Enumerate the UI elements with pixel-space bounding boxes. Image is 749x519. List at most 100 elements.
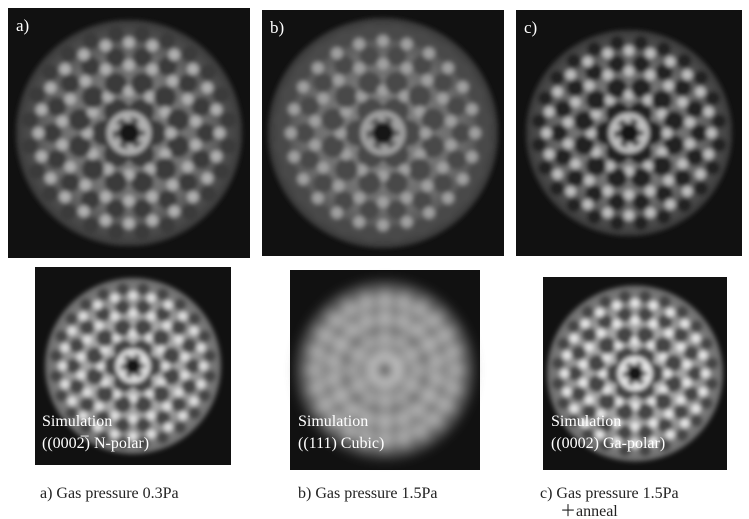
dark-spot [96,385,114,403]
dark-spot [638,307,653,322]
dark-spot [47,97,66,116]
dark-spot [360,46,380,66]
bright-spot [123,60,134,71]
dark-spot [694,181,708,195]
dark-spot [557,397,569,409]
bright-spot [288,151,300,163]
bright-spot [147,40,158,51]
bright-spot [197,343,206,352]
bright-spot [583,199,593,209]
bright-spot [624,66,634,76]
center-spot [619,123,640,144]
dark-spot [300,150,320,170]
dark-spot [690,414,702,426]
dark-spot [582,328,597,343]
dark-spot [152,385,170,403]
dark-spot [281,164,297,180]
bright-spot [45,82,56,93]
dark-spot [632,55,650,73]
dark-spot [414,218,430,234]
bright-spot [211,104,222,115]
dark-spot [552,377,564,389]
dark-spot [136,300,151,315]
dark-spot [404,389,421,406]
dark-spot [610,216,624,230]
dark-spot [50,350,62,362]
dark-spot [440,411,452,423]
bright-spot [381,418,390,427]
bright-spot [190,326,199,335]
dark-spot [313,45,329,61]
bright-spot [399,415,408,424]
simulation-title: Simulation [298,413,368,430]
dark-spot [619,291,631,303]
dark-spot [694,71,708,85]
dark-spot [706,377,718,389]
dark-spot [80,298,92,310]
bright-spot [317,162,329,174]
bright-spot [631,422,640,431]
bright-spot [585,396,594,405]
caption: a) Gas pressure 0.3Pa [40,485,179,502]
bright-spot [95,321,104,330]
bright-spot [624,210,634,220]
bright-spot [147,191,158,202]
dark-spot [275,112,291,128]
dark-spot [332,303,344,315]
figure: a) b) c) Simulation ((0002̅) N-polar) Si… [0,0,749,519]
bright-spot [147,64,158,75]
bright-spot [167,179,178,190]
dark-spot [83,33,99,49]
bright-spot [331,48,343,60]
panel-label: c) [524,18,537,37]
bright-spot [335,340,344,349]
dark-spot [414,31,430,47]
dark-spot [389,440,401,452]
bright-spot [631,299,640,308]
dark-spot [532,138,546,152]
simulation-title: Simulation [42,413,112,430]
dark-spot [50,370,62,382]
dark-spot [182,379,197,394]
bright-spot [666,430,675,439]
dark-spot [23,112,39,128]
bright-spot [441,400,450,409]
dark-spot [686,148,704,166]
bright-spot [202,82,213,93]
bright-spot [603,207,613,217]
bright-spot [680,419,689,428]
dark-spot [369,288,381,300]
bright-spot [676,396,685,405]
dark-spot [185,359,200,374]
bright-spot [187,63,198,74]
bright-spot [597,329,606,338]
dark-spot [318,363,333,378]
center-spot [124,357,142,375]
bright-spot [78,49,89,60]
dark-spot [69,338,84,353]
simulation-title: Simulation [551,413,621,430]
bright-spot [699,351,708,360]
bright-spot [79,312,88,321]
bright-spot [570,404,579,413]
dark-spot [586,155,607,176]
bright-spot [83,335,92,344]
simulation-model: ((0002̅) N-polar) [42,435,149,452]
center-spot [626,365,644,383]
bright-spot [68,326,77,335]
bright-spot [65,161,76,172]
bright-spot [677,159,687,169]
dark-spot [171,320,186,335]
dark-spot [182,204,198,220]
bright-spot [401,216,413,228]
dark-spot [182,338,197,353]
bright-spot [563,139,573,149]
bright-spot [560,369,569,378]
dark-spot [433,342,448,357]
bright-spot [585,343,594,352]
bright-spot [682,186,692,196]
pattern [526,30,732,236]
bright-spot [422,180,434,192]
bright-spot [33,127,44,138]
dark-spot [447,150,467,170]
